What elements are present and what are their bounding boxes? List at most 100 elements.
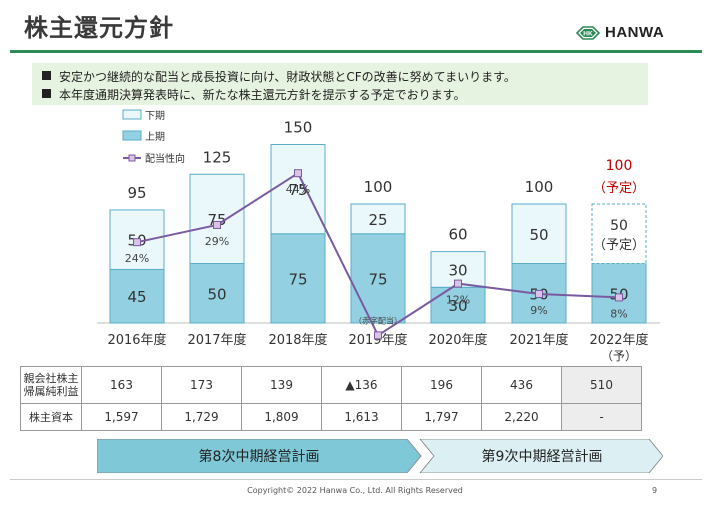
row-header: 株主資本 bbox=[20, 403, 82, 431]
bar-label-second-half: 75 bbox=[288, 181, 307, 199]
x-tick-label: 2016年度 bbox=[107, 332, 166, 348]
row-header-line: 帰属純利益 bbox=[23, 385, 79, 398]
table-cell: 173 bbox=[161, 366, 242, 404]
payout-ratio-marker bbox=[213, 220, 221, 229]
bar-first-half bbox=[189, 263, 245, 324]
bar-second-half bbox=[270, 144, 326, 235]
title-underline bbox=[10, 50, 702, 53]
bar-total-label: 95 bbox=[127, 184, 146, 202]
payout-ratio-label: 44% bbox=[286, 183, 310, 196]
payout-ratio-label: 8% bbox=[610, 307, 627, 320]
table-cell: ▲136 bbox=[321, 366, 402, 404]
bar-second-half bbox=[511, 203, 567, 264]
bullet-text: 本年度通期決算発表時に、新たな株主還元方針を提示する予定でおります。 bbox=[59, 88, 466, 102]
plan9-label: 第9次中期経営計画 bbox=[482, 448, 603, 465]
bar-total-note: （予定） bbox=[593, 181, 645, 196]
bar-label-second-half: 25 bbox=[368, 211, 387, 229]
table-row: 親会社株主 帰属純利益 163 173 139 ▲136 196 436 510 bbox=[20, 366, 642, 404]
bar-second-half bbox=[189, 173, 245, 264]
payout-ratio-marker bbox=[454, 279, 462, 288]
mid-term-plan-arrows: 第8次中期経営計画 第9次中期経営計画 bbox=[97, 439, 663, 473]
legend-swatch-second-half bbox=[122, 109, 142, 120]
plan8-arrow bbox=[97, 439, 422, 473]
table-cell: 1,597 bbox=[81, 403, 162, 431]
x-tick-label: 2019年度 bbox=[348, 332, 407, 348]
bar-label-first-half: 75 bbox=[368, 270, 387, 288]
row-header: 親会社株主 帰属純利益 bbox=[20, 366, 82, 404]
x-tick-label: 2021年度 bbox=[509, 332, 568, 348]
bar-total-label: 100 bbox=[606, 158, 633, 174]
bar-total-label: 150 bbox=[284, 119, 313, 137]
table-cell: 1,809 bbox=[241, 403, 322, 431]
logo-text: HANWA bbox=[605, 24, 665, 41]
bar-first-half bbox=[591, 263, 647, 324]
footer-divider bbox=[10, 479, 702, 480]
payout-ratio-label: 12% bbox=[446, 294, 470, 307]
legend-label: 配当性向 bbox=[145, 152, 185, 165]
bar-second-half bbox=[350, 203, 406, 235]
bullet-square-icon bbox=[42, 89, 51, 98]
table-cell: 1,729 bbox=[161, 403, 242, 431]
bar-label-second-half: 75 bbox=[207, 211, 226, 229]
payout-ratio-marker bbox=[535, 289, 543, 298]
bullet-square-icon bbox=[42, 71, 51, 80]
legend-label: 下期 bbox=[145, 110, 165, 122]
x-tick-label: 2018年度 bbox=[268, 332, 327, 348]
hanwa-logo-icon: HK bbox=[575, 25, 601, 40]
plan9-arrow bbox=[419, 439, 663, 473]
logo-mark: HK bbox=[583, 30, 593, 37]
payout-ratio-label: 24% bbox=[125, 252, 149, 265]
payout-ratio-marker bbox=[374, 331, 382, 340]
bar-first-half bbox=[270, 233, 326, 324]
legend-swatch-first-half bbox=[122, 130, 142, 141]
payout-ratio-label: （赤字配当） bbox=[354, 315, 402, 325]
table-cell: 139 bbox=[241, 366, 322, 404]
bar-label-first-half: 75 bbox=[288, 270, 307, 288]
policy-bullets: 安定かつ継続的な配当と成長投資に向け、財政状態とCFの改善に努めてまいります。 … bbox=[32, 63, 648, 105]
bar-first-half bbox=[109, 268, 165, 324]
bar-first-half bbox=[350, 233, 406, 324]
bar-total-label: 60 bbox=[448, 226, 467, 244]
page-title: 株主還元方針 bbox=[24, 14, 174, 42]
table-cell: 510 bbox=[561, 366, 642, 404]
table-row: 株主資本 1,597 1,729 1,809 1,613 1,797 2,220… bbox=[20, 403, 642, 431]
table-cell: 163 bbox=[81, 366, 162, 404]
table-cell: 196 bbox=[401, 366, 482, 404]
legend-label: 上期 bbox=[145, 131, 165, 143]
bar-label-first-half: 50 bbox=[207, 285, 226, 303]
x-tick-sublabel: （予） bbox=[601, 349, 637, 363]
table-cell: 1,797 bbox=[401, 403, 482, 431]
financial-table: 親会社株主 帰属純利益 163 173 139 ▲136 196 436 510 … bbox=[20, 366, 642, 431]
payout-ratio-label: 29% bbox=[205, 235, 229, 248]
bar-second-half bbox=[591, 203, 647, 264]
bullet-item: 本年度通期決算発表時に、新たな株主還元方針を提示する予定でおります。 bbox=[42, 86, 465, 103]
bar-total-label: 100 bbox=[525, 178, 554, 196]
copyright-text: Copyright© 2022 Hanwa Co., Ltd. All Righ… bbox=[247, 486, 463, 495]
table-cell: 436 bbox=[481, 366, 562, 404]
bar-label-first-half: 45 bbox=[127, 288, 146, 306]
payout-ratio-marker bbox=[133, 238, 141, 247]
bar-label-second-half: 30 bbox=[448, 261, 467, 279]
table-cell: 1,613 bbox=[321, 403, 402, 431]
table-cell: - bbox=[561, 403, 642, 431]
payout-ratio-label: 9% bbox=[530, 304, 547, 317]
bar-label-second-half-note: （予定） bbox=[593, 238, 645, 253]
dividend-chart: 45 50 95 2016年度 50 75 125 2017年度 75 75 150 2018年度 75… bbox=[97, 109, 660, 363]
x-tick-label: 2020年度 bbox=[428, 332, 487, 348]
bar-label-second-half: 50 bbox=[529, 226, 548, 244]
payout-ratio-marker bbox=[615, 293, 623, 302]
bar-total-label: 125 bbox=[203, 148, 232, 166]
row-header-line: 親会社株主 bbox=[23, 372, 79, 385]
table-cell: 2,220 bbox=[481, 403, 562, 431]
bullet-item: 安定かつ継続的な配当と成長投資に向け、財政状態とCFの改善に努めてまいります。 bbox=[42, 68, 516, 85]
payout-ratio-marker bbox=[294, 169, 302, 178]
x-tick-label: 2017年度 bbox=[187, 332, 246, 348]
legend-swatch-marker bbox=[128, 154, 136, 162]
hanwa-logo: HK HANWA bbox=[575, 24, 664, 41]
plan8-label: 第8次中期経営計画 bbox=[199, 448, 320, 465]
bar-label-second-half: 50 bbox=[610, 218, 628, 234]
bullet-text: 安定かつ継続的な配当と成長投資に向け、財政状態とCFの改善に努めてまいります。 bbox=[59, 70, 516, 84]
page-number: 9 bbox=[652, 486, 658, 495]
bar-label-first-half: 30 bbox=[448, 297, 467, 315]
x-tick-label: 2022年度 bbox=[589, 332, 648, 348]
